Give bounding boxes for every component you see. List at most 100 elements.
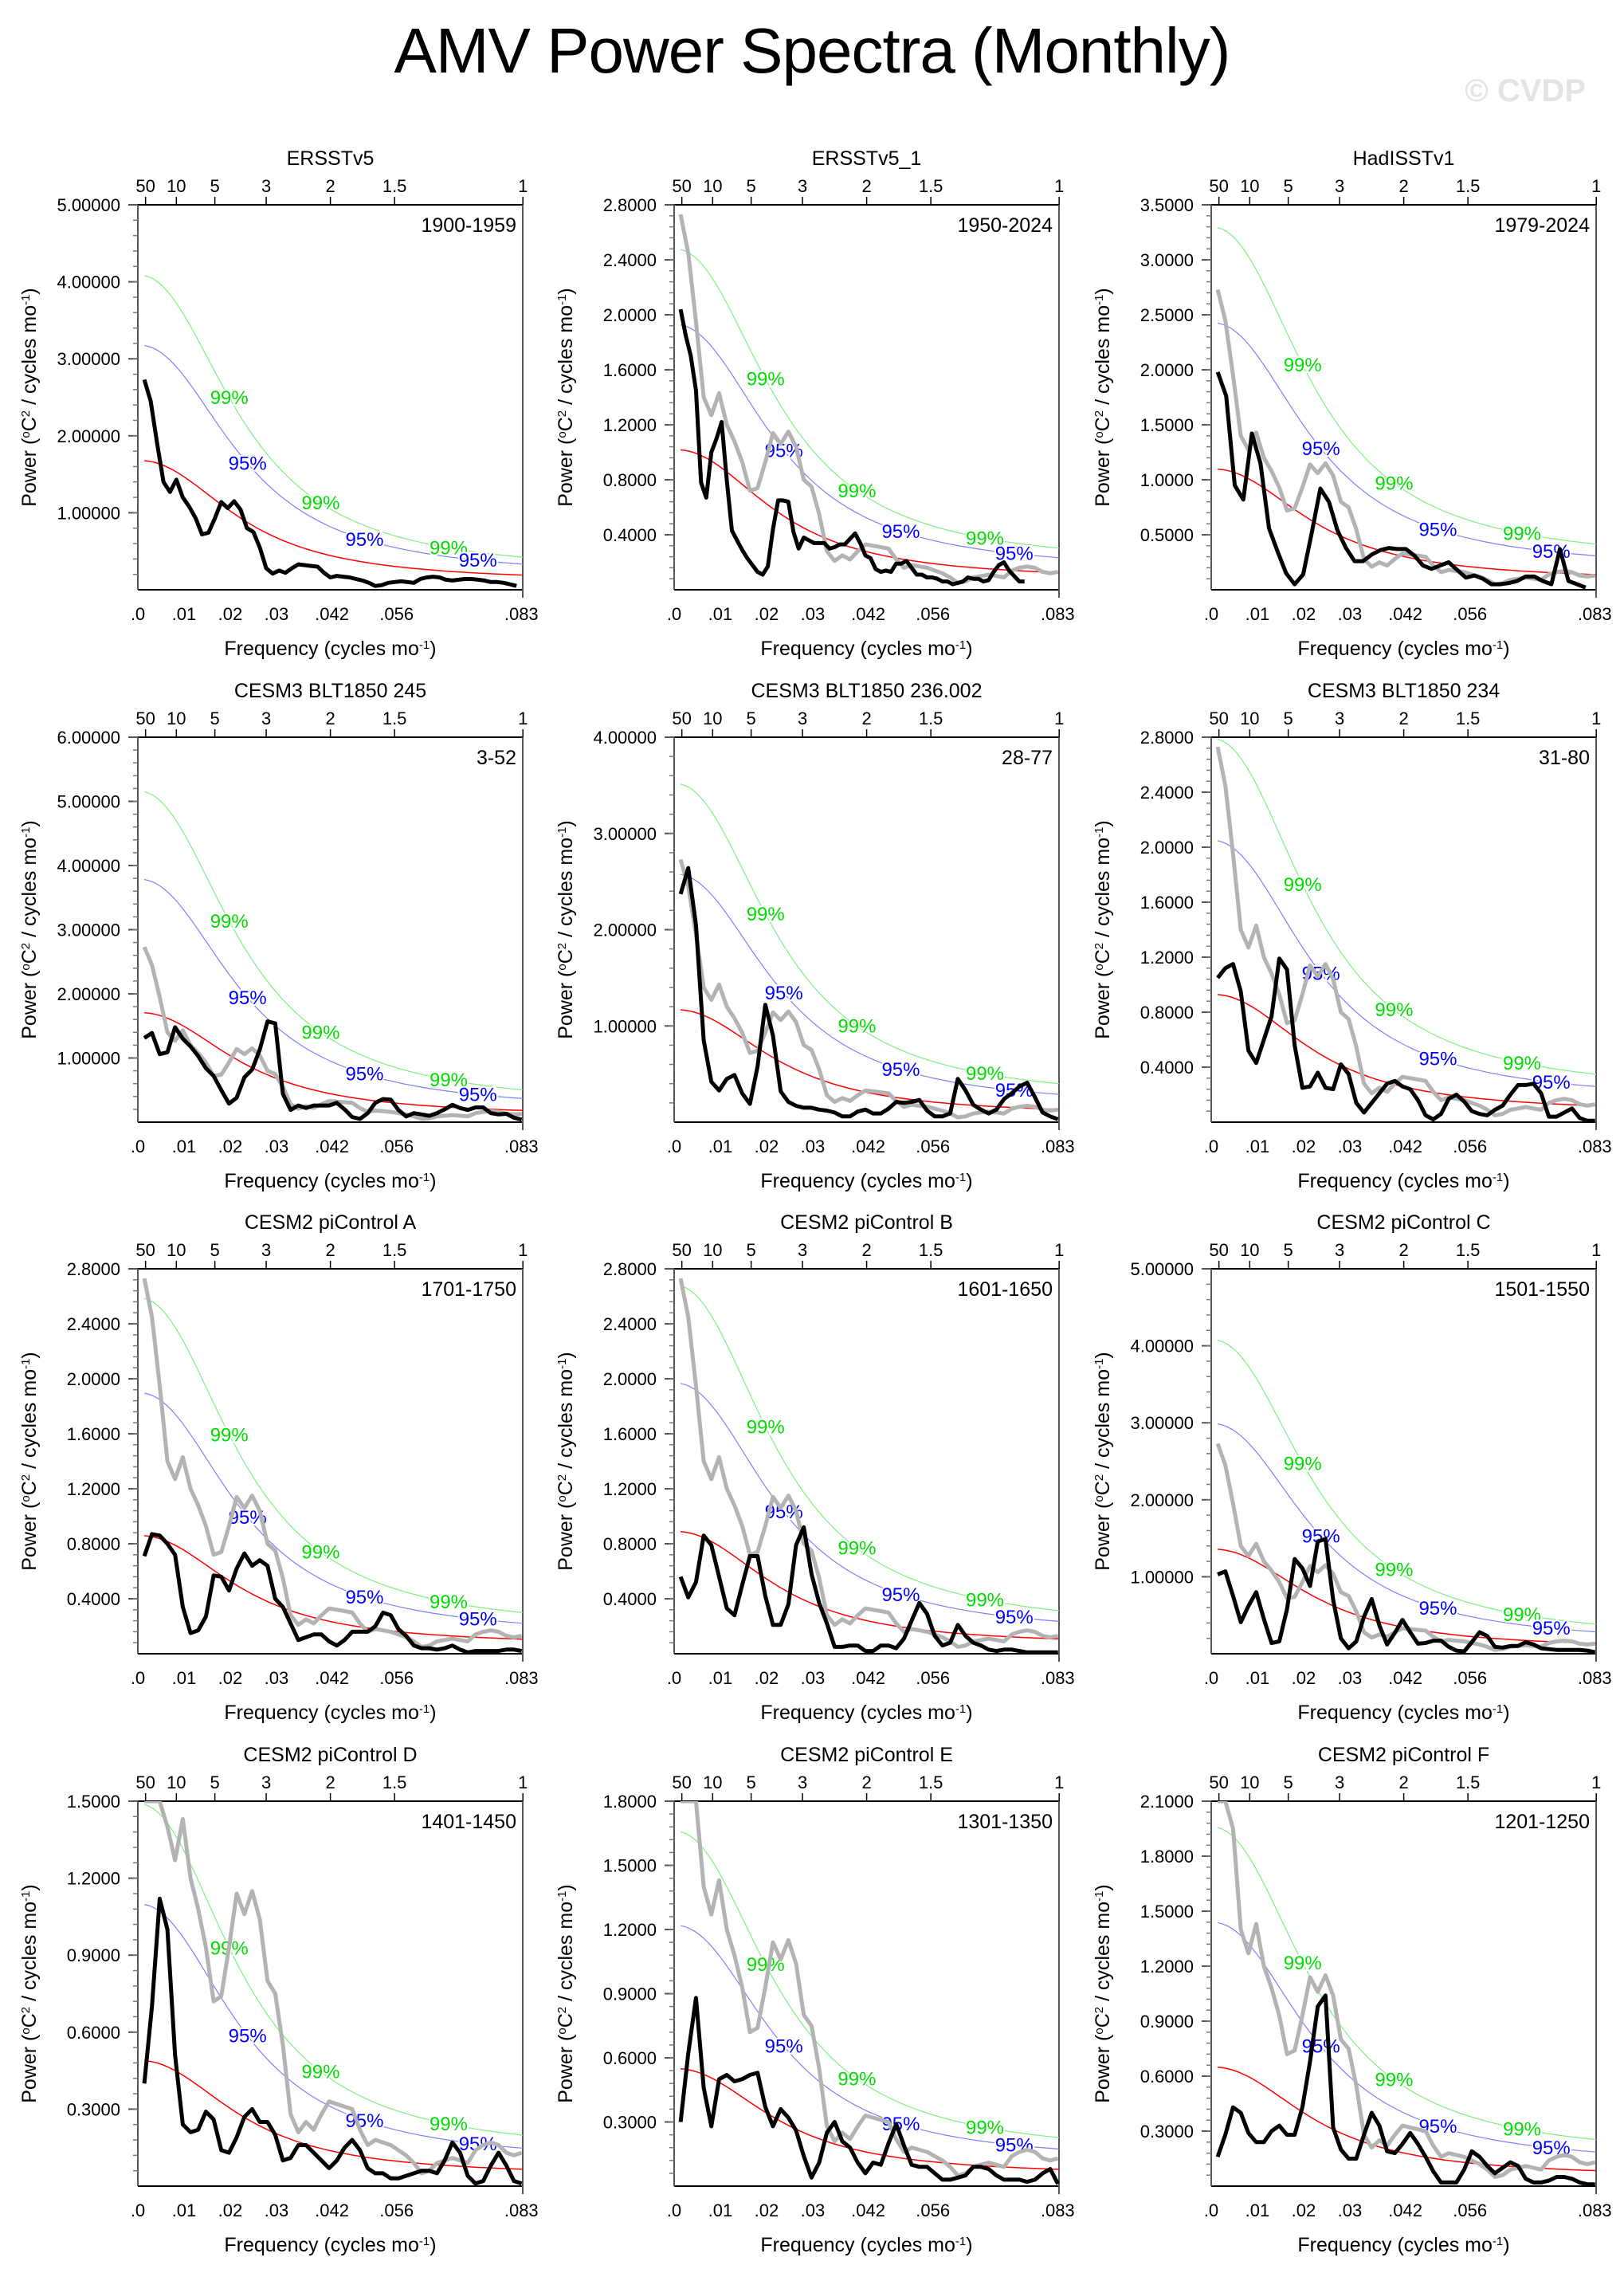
top-tick-label: 5 (747, 176, 756, 196)
conf95-line (1217, 1922, 1596, 2153)
top-tick-label: 1 (1054, 1772, 1064, 1792)
spectrum-line (142, 379, 517, 588)
spectrum-line (143, 1019, 523, 1122)
top-tick-label: 2 (1398, 176, 1408, 196)
x-axis-label: Frequency (cycles mo-1) (760, 1702, 972, 1724)
top-tick-label: 1 (518, 709, 528, 728)
x-tick-label: .02 (218, 2200, 243, 2220)
confidence-label: 95% (229, 2026, 267, 2047)
y-tick-label: 2.8000 (1140, 728, 1194, 748)
spectrum-line (678, 1996, 1059, 2185)
top-tick-label: 1 (518, 1240, 528, 1260)
conf99-line (143, 1297, 523, 1613)
x-tick-label: .056 (379, 2200, 414, 2220)
top-tick-label: 5 (210, 1772, 220, 1792)
x-tick-label: .02 (755, 1136, 779, 1156)
x-tick-label: .01 (1245, 1136, 1270, 1156)
x-tick-label: .083 (1041, 1136, 1075, 1156)
period-label: 1601-1650 (957, 1278, 1053, 1301)
x-tick-label: .0 (667, 604, 681, 624)
x-tick-label: .083 (1041, 1668, 1075, 1688)
top-tick-label: 1.5 (382, 709, 407, 728)
panel-1: ERSSTv5 1900-1959 1.00000 2.00000 3.00000 4.0… (18, 147, 539, 660)
top-tick-label: 10 (167, 176, 186, 196)
spectrum-line (142, 1532, 523, 1654)
confidence-label: 99% (1284, 355, 1322, 376)
y-tick-label: 2.00000 (1130, 1490, 1194, 1510)
top-tick-label: 3 (261, 1772, 271, 1792)
x-tick-label: .083 (1578, 1136, 1612, 1156)
top-tick-label: 10 (167, 1772, 186, 1792)
x-tick-label: .056 (916, 1136, 950, 1156)
panel-title: CESM2 piControl C (1316, 1211, 1490, 1234)
x-tick-label: .03 (801, 1668, 826, 1688)
spectrum-line (1215, 1993, 1595, 2186)
x-tick-label: .042 (1388, 604, 1422, 624)
confidence-label: 99% (1503, 1604, 1541, 1626)
x-tick-label: .02 (218, 1668, 243, 1688)
top-tick-label: 5 (210, 176, 220, 196)
top-tick-label: 5 (747, 1240, 756, 1260)
panel-12: CESM2 piControl F 1201-1250 0.3000 0.6000 0.… (1092, 1744, 1612, 2256)
y-tick-label: 1.8000 (1140, 1847, 1194, 1867)
confidence-label: 99% (1503, 523, 1541, 544)
confidence-label: 99% (966, 2117, 1004, 2138)
confidence-label: 95% (459, 1609, 497, 1631)
top-tick-label: 1.5 (382, 1772, 407, 1792)
confidence-label: 99% (837, 2068, 876, 2090)
top-tick-label: 5 (747, 1772, 756, 1792)
confidence-label: 99% (210, 911, 249, 932)
x-tick-label: .03 (1338, 1136, 1363, 1156)
confidence-label: 99% (301, 1542, 339, 1564)
conf95-line (143, 878, 523, 1099)
x-tick-label: .0 (131, 2200, 145, 2220)
top-tick-label: 1.5 (1456, 176, 1481, 196)
top-tick-label: 2 (325, 1240, 335, 1260)
y-tick-label: 0.4000 (67, 1589, 120, 1609)
reference-spectrum-line (142, 946, 522, 1121)
x-tick-label: .042 (1388, 1668, 1422, 1688)
red-noise-line (144, 1535, 523, 1640)
x-tick-label: .042 (851, 1668, 885, 1688)
y-tick-label: 1.6000 (67, 1424, 120, 1444)
y-axis-label: Power (oC2 / cycles mo-1) (555, 1352, 577, 1571)
confidence-label: 95% (765, 2035, 803, 2057)
confidence-label: 99% (430, 1592, 468, 1613)
confidence-label: 99% (1503, 2119, 1541, 2141)
y-axis-label: Power (oC2 / cycles mo-1) (18, 1884, 41, 2103)
x-tick-label: .01 (1245, 1668, 1270, 1688)
x-tick-label: .03 (801, 1136, 826, 1156)
panel-2: ERSSTv5_1 1950-2024 0.4000 0.8000 1.2000 1.60… (555, 147, 1075, 660)
period-label: 28-77 (1002, 747, 1053, 769)
y-tick-label: 5.00000 (57, 792, 120, 812)
top-tick-label: 2 (861, 1240, 871, 1260)
period-label: 1950-2024 (957, 214, 1053, 237)
y-tick-label: 5.00000 (1130, 1259, 1194, 1279)
reference-spectrum-line (142, 1278, 523, 1649)
top-tick-label: 50 (1209, 1772, 1228, 1792)
panel-title: CESM3 BLT1850 236.002 (751, 680, 982, 702)
y-axis-label: Power (oC2 / cycles mo-1) (555, 288, 577, 507)
confidence-label: 95% (1418, 1049, 1457, 1070)
top-tick-label: 1.5 (1456, 1772, 1481, 1792)
top-tick-label: 5 (1284, 176, 1293, 196)
y-tick-label: 3.00000 (593, 824, 657, 844)
top-tick-label: 50 (135, 176, 155, 196)
top-tick-label: 2 (325, 1772, 335, 1792)
confidence-label: 99% (301, 2061, 339, 2083)
confidence-label: 99% (1375, 1559, 1413, 1580)
period-label: 1201-1250 (1494, 1811, 1590, 1833)
y-tick-label: 2.4000 (67, 1314, 120, 1334)
x-tick-label: .02 (1292, 1668, 1316, 1688)
period-label: 1900-1959 (421, 214, 516, 237)
confidence-label: 99% (747, 369, 785, 391)
red-noise-line (144, 2059, 523, 2170)
top-tick-label: 10 (1240, 176, 1259, 196)
y-tick-label: 2.0000 (1140, 838, 1194, 858)
y-tick-label: 2.0000 (603, 305, 657, 325)
y-tick-label: 2.8000 (67, 1259, 120, 1279)
confidence-label: 99% (1503, 1053, 1541, 1074)
top-tick-label: 10 (1240, 1772, 1259, 1792)
top-tick-label: 3 (1335, 1240, 1344, 1260)
x-tick-label: .01 (708, 604, 733, 624)
